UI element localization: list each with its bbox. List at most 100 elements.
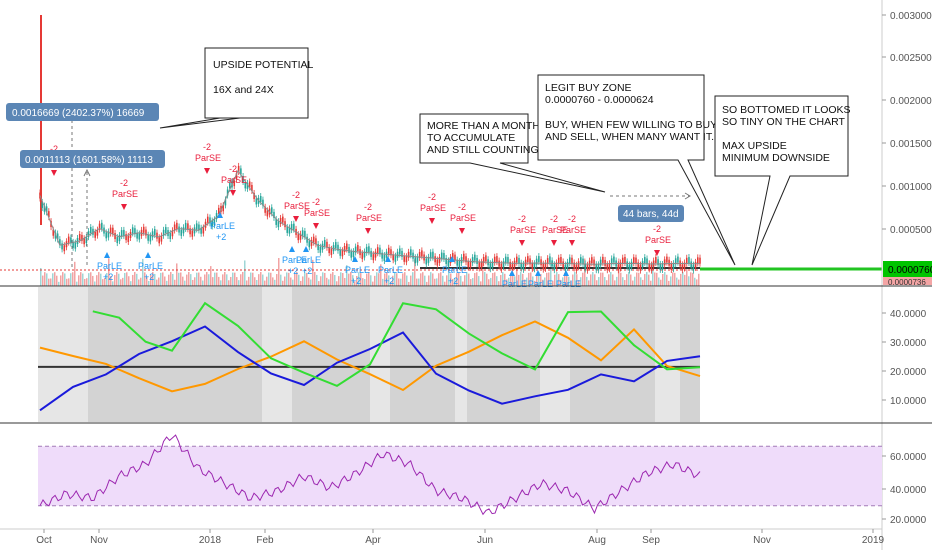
candle-body: [696, 257, 699, 264]
long-signal-label: ParLE: [97, 261, 122, 271]
long-signal-arrow: [563, 270, 569, 276]
volume-bar: [430, 272, 432, 286]
candle-body: [668, 259, 670, 266]
candle-body: [584, 263, 587, 270]
volume-bar: [612, 274, 614, 286]
volume-bar: [172, 274, 174, 286]
candle-body: [85, 237, 88, 244]
candle-body: [98, 223, 101, 230]
callout-buyzone-line3: BUY, WHEN FEW WILLING TO BUY: [545, 119, 717, 131]
price-panel: -2ParSE-2ParSE-2ParSE-2ParSE-2ParSE-2Par…: [0, 0, 882, 289]
volume-bar: [296, 272, 298, 286]
indicator-axis[interactable]: 40.0000 30.0000 20.0000 10.0000: [882, 309, 927, 407]
volume-bar: [500, 274, 502, 286]
candle-body: [259, 196, 262, 203]
volume-bar: [260, 272, 262, 286]
candle-body: [425, 258, 428, 265]
candle-body: [310, 239, 313, 246]
volume-bar: [168, 274, 170, 286]
volume-bar: [642, 279, 644, 286]
candle-body: [471, 257, 474, 264]
volume-bar: [668, 280, 670, 286]
candle-body: [142, 226, 145, 233]
volume-bar: [180, 272, 182, 286]
candle-body: [535, 258, 538, 265]
volume-bar: [420, 273, 422, 286]
volume-bar: [76, 281, 78, 286]
short-signal-label: ParSE: [284, 201, 310, 211]
volume-bar: [86, 278, 88, 286]
short-signal-label: ParSE: [304, 208, 330, 218]
volume-bar: [622, 277, 624, 286]
candle-body: [489, 263, 492, 270]
volume-bar: [648, 274, 650, 286]
time-tick-label: Aug: [588, 535, 606, 546]
volume-bar: [42, 275, 44, 286]
volume-bar: [152, 272, 154, 286]
long-signal-count: +2: [351, 276, 361, 286]
volume-bar: [122, 277, 124, 286]
volume-bar: [46, 273, 48, 286]
volume-bar: [182, 276, 184, 286]
candle-body: [202, 227, 205, 234]
volume-bar: [124, 272, 126, 286]
candle-body: [542, 263, 545, 270]
volume-bar: [644, 274, 646, 286]
volume-bar: [676, 277, 678, 286]
callout-accumulate-line2: TO ACCUMULATE: [427, 132, 515, 144]
volume-bar: [322, 272, 324, 286]
volume-bar: [678, 279, 680, 286]
volume-bar: [354, 281, 356, 286]
volume-bar: [210, 266, 212, 286]
candle-body: [553, 264, 556, 271]
volume-bar: [460, 275, 462, 286]
callout-buyzone-line2: 0.0000760 - 0.0000624: [545, 94, 654, 106]
candle-body: [123, 229, 125, 236]
volume-bar: [488, 279, 490, 286]
indicator-series-line: [92, 301, 701, 388]
candle-body: [407, 251, 410, 258]
time-axis[interactable]: Oct Nov 2018 Feb Apr Jun Aug Sep Nov 2019: [0, 528, 885, 546]
volume-bar: [162, 272, 164, 286]
volume-bar: [582, 272, 584, 286]
volume-bar: [490, 277, 492, 286]
volume-bar: [512, 272, 514, 286]
volume-bar: [464, 275, 466, 286]
candle-body: [617, 264, 620, 271]
volume-bar: [186, 274, 188, 286]
volume-bar: [80, 272, 82, 286]
candle-body: [401, 250, 403, 257]
volume-bar: [254, 277, 256, 286]
candle-body: [604, 259, 606, 266]
rsi-axis[interactable]: 60.0000 40.0000 20.0000: [882, 452, 927, 526]
candle-body: [451, 253, 454, 260]
volume-bar: [342, 273, 344, 286]
candle-body: [74, 242, 77, 249]
candle-body: [352, 251, 355, 258]
volume-bar: [48, 278, 50, 286]
candle-body: [522, 263, 525, 270]
candle-body: [156, 232, 158, 239]
volume-bar: [164, 276, 166, 286]
volume-bar: [278, 258, 280, 286]
volume-bar: [672, 272, 674, 286]
volume-bar: [638, 272, 640, 286]
candle-body: [571, 257, 573, 264]
volume-bar: [368, 272, 370, 286]
candle-body: [337, 244, 339, 251]
candle-body: [147, 234, 149, 241]
callout-bottomed-line3: MAX UPSIDE: [722, 140, 787, 152]
callout-buyzone-line1: LEGIT BUY ZONE: [545, 82, 632, 94]
volume-bar: [84, 278, 86, 286]
volume-bar: [478, 276, 480, 286]
candle-body: [655, 257, 657, 264]
long-signal-label: ParLE: [442, 265, 467, 275]
candle-body: [253, 192, 255, 199]
volume-bar: [674, 272, 676, 286]
candle-body: [125, 234, 127, 241]
volume-bar: [340, 272, 342, 286]
volume-bar: [616, 276, 618, 286]
volume-bar: [502, 272, 504, 286]
candle-body: [105, 232, 108, 239]
